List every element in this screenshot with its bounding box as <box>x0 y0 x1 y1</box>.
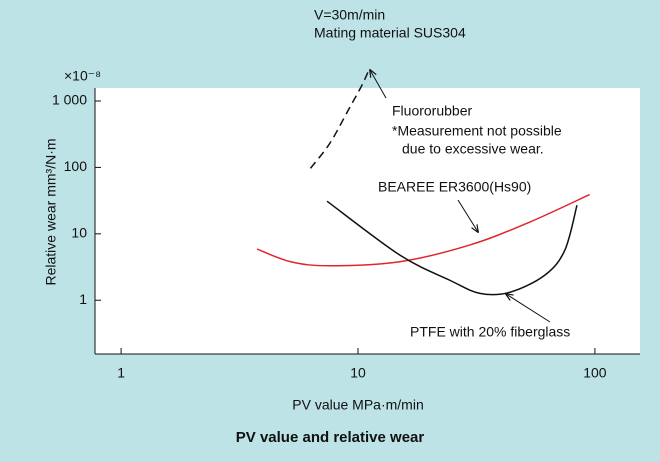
y-tick-label: 1 <box>79 291 87 307</box>
x-tick-label: 100 <box>583 365 607 381</box>
annotation: V=30m/min <box>314 7 385 23</box>
annotation: Mating material SUS304 <box>314 25 466 41</box>
x-tick-label: 10 <box>350 365 366 381</box>
y-tick-label: 10 <box>71 225 87 241</box>
x-tick-label: 1 <box>117 365 125 381</box>
y-tick-label: 1 000 <box>52 92 87 108</box>
annotation: BEAREE ER3600(Hs90) <box>378 179 531 195</box>
annotation: Fluororubber <box>392 103 472 119</box>
annotation: PTFE with 20% fiberglass <box>410 324 570 340</box>
y-tick-label: 100 <box>64 158 88 174</box>
series-line <box>256 193 590 267</box>
y-multiplier: ×10⁻⁸ <box>64 68 101 84</box>
series-line <box>309 67 371 169</box>
arrow <box>457 199 478 232</box>
arrow <box>370 70 387 99</box>
plot-area <box>95 88 640 354</box>
chart-title: PV value and relative wear <box>236 429 425 446</box>
annotation: *Measurement not possible <box>392 123 562 139</box>
annotation: due to excessive wear. <box>402 141 544 157</box>
x-axis-label: PV value MPa·m/min <box>292 397 423 413</box>
y-axis-label: Relative wear mm³/N·m <box>43 138 59 285</box>
arrow <box>506 294 551 323</box>
series-line <box>326 200 578 296</box>
